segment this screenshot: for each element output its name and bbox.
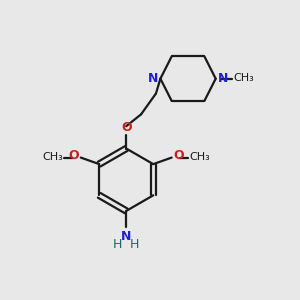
- Text: O: O: [173, 149, 184, 162]
- Text: N: N: [218, 72, 228, 85]
- Text: CH₃: CH₃: [42, 152, 63, 162]
- Text: N: N: [121, 230, 131, 243]
- Text: N: N: [148, 72, 158, 85]
- Text: H: H: [130, 238, 139, 251]
- Text: H: H: [113, 238, 123, 251]
- Text: CH₃: CH₃: [190, 152, 210, 162]
- Text: O: O: [69, 149, 79, 162]
- Text: CH₃: CH₃: [233, 73, 254, 83]
- Text: O: O: [122, 121, 132, 134]
